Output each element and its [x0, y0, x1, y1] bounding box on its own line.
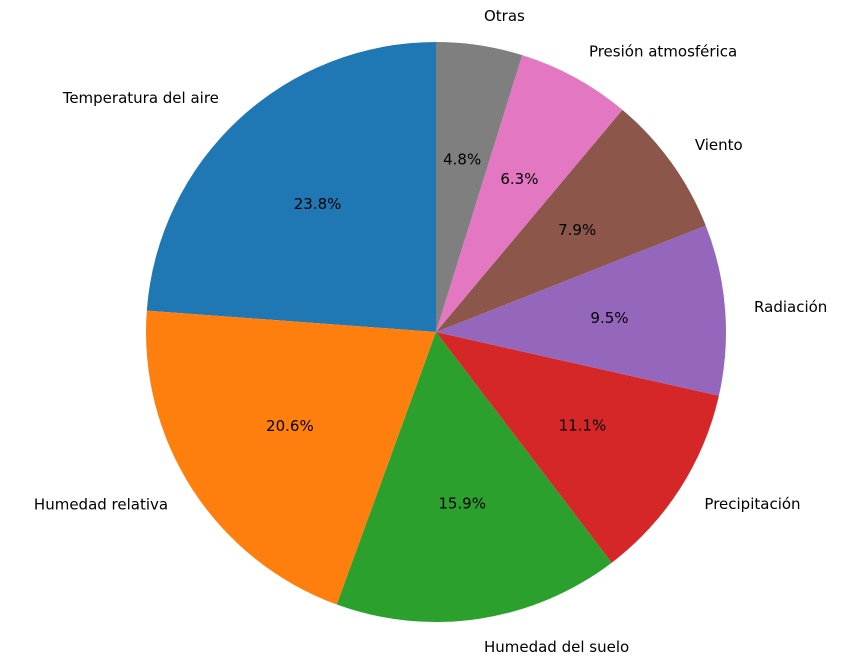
slice-label: Temperatura del aire — [62, 89, 219, 107]
value-label: 4.8% — [443, 150, 481, 168]
slice-label: Presión atmosférica — [589, 43, 737, 61]
pie-slice — [336, 332, 612, 622]
value-label: 20.6% — [266, 417, 314, 435]
slice-label: Otras — [484, 7, 525, 25]
slice-label: Radiación — [754, 298, 827, 316]
pie-slice — [436, 225, 727, 396]
pie-slice — [436, 42, 523, 332]
slice-label: Precipitación — [704, 495, 800, 513]
value-label: 11.1% — [559, 417, 607, 435]
value-label: 9.5% — [590, 309, 628, 327]
value-label: 15.9% — [438, 495, 486, 513]
pie-slice — [436, 55, 623, 333]
pie-slice — [436, 332, 719, 563]
pie-slice — [146, 42, 436, 332]
slice-label: Humedad relativa — [34, 496, 168, 514]
value-label: 6.3% — [500, 170, 538, 188]
pie-slice — [146, 310, 436, 605]
slice-label: Humedad del suelo — [484, 638, 629, 656]
pie-slice — [436, 109, 706, 333]
value-label: 7.9% — [558, 221, 596, 239]
value-label: 23.8% — [294, 195, 342, 213]
slice-label: Viento — [695, 136, 743, 154]
